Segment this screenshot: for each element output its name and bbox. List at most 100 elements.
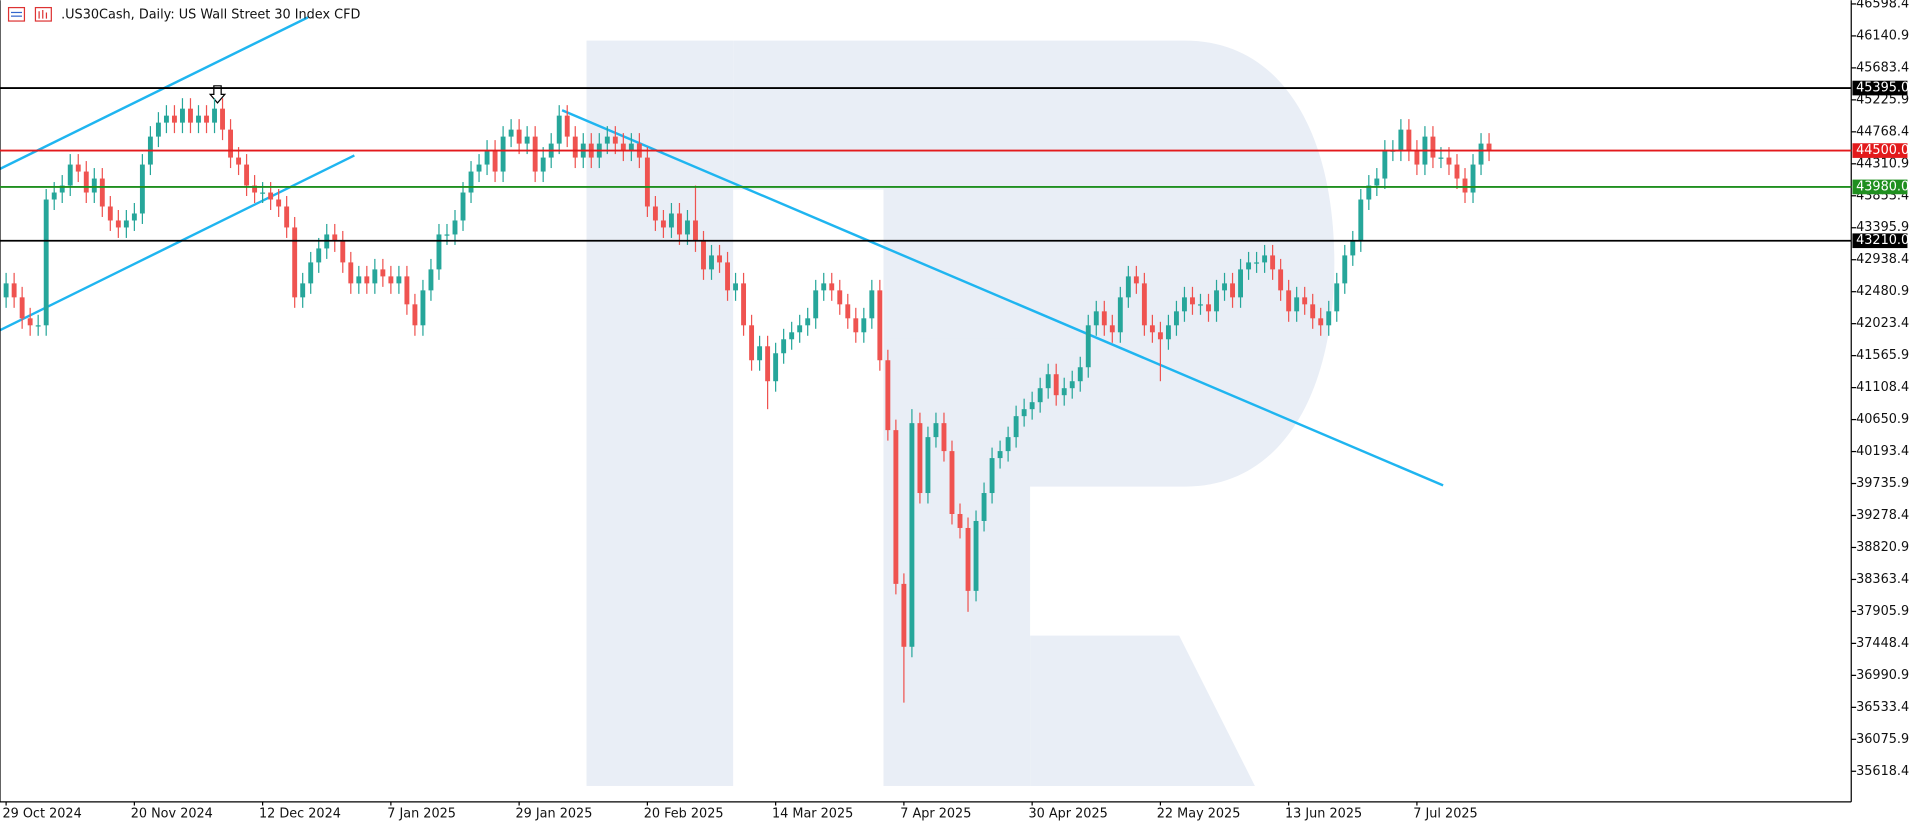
candle-body	[1149, 325, 1155, 333]
y-tick-label: 45225.9	[1856, 92, 1909, 107]
candle-body	[717, 255, 722, 263]
y-tick-label: 39278.4	[1856, 508, 1909, 523]
level-label-bg	[1852, 143, 1908, 158]
x-tick-label: 20 Nov 2024	[131, 807, 213, 822]
candle-body	[1021, 409, 1027, 417]
candle-body	[1093, 311, 1099, 326]
y-tick-label: 42480.9	[1856, 284, 1909, 299]
candle-body	[1117, 297, 1123, 333]
y-tick-label: 40193.4	[1856, 444, 1909, 459]
candle-body	[989, 458, 995, 494]
candle-body	[163, 115, 169, 123]
candle-body	[540, 157, 546, 172]
candle-body	[500, 136, 506, 172]
candle-body	[123, 220, 129, 228]
candle-body	[564, 115, 570, 137]
candle-body	[612, 136, 618, 144]
candle-body	[644, 157, 650, 207]
candle-body	[1414, 150, 1420, 165]
candle-body	[1358, 199, 1364, 242]
y-tick-label: 39735.9	[1856, 476, 1909, 491]
candle-body	[139, 164, 145, 214]
candle-body	[75, 164, 81, 172]
candle-body	[668, 213, 674, 228]
x-tick-label: 29 Oct 2024	[2, 807, 81, 822]
candle-body	[1125, 276, 1131, 298]
x-tick-label: 7 Jul 2025	[1413, 807, 1477, 822]
candle-body	[749, 325, 755, 361]
trend-line	[561, 109, 1444, 487]
candle-body	[813, 290, 819, 319]
candle-body	[1182, 297, 1187, 312]
x-tick-label: 20 Feb 2025	[644, 807, 724, 822]
candle-body	[725, 262, 730, 291]
candle-body	[789, 332, 795, 340]
candle-body	[252, 185, 258, 193]
y-tick-label: 42023.4	[1856, 316, 1909, 331]
chart-title: .US30Cash, Daily: US Wall Street 30 Inde…	[61, 7, 360, 22]
candle-body	[917, 423, 923, 494]
candle-body	[356, 276, 362, 284]
candle-body	[733, 283, 739, 291]
candle-body	[316, 248, 322, 263]
candle-body	[1454, 164, 1460, 179]
candle-body	[1438, 157, 1444, 159]
candle-body	[452, 220, 458, 235]
candle-body	[524, 136, 530, 144]
candle-body	[508, 129, 514, 137]
trend-line	[0, 16, 309, 170]
candle-body	[973, 520, 979, 591]
candle-body	[781, 339, 787, 354]
candle-body	[155, 122, 161, 137]
candle-body	[1430, 136, 1436, 158]
watermark	[586, 40, 1335, 786]
candle-body	[27, 318, 33, 326]
y-tick-label: 44310.9	[1856, 156, 1909, 171]
candle-body	[628, 143, 634, 151]
candle-body	[685, 220, 690, 235]
level-label-bg	[1852, 179, 1908, 195]
candle-body	[1069, 381, 1075, 389]
candle-body	[284, 206, 290, 228]
candle-body	[1238, 269, 1244, 298]
candle-body	[1278, 269, 1284, 291]
candle-body	[380, 269, 386, 277]
candle-body	[1246, 262, 1252, 270]
candle-body	[420, 290, 426, 326]
candle-body	[1262, 255, 1268, 263]
candle-body	[276, 199, 282, 207]
candle-body	[1141, 283, 1147, 326]
candle-body	[909, 423, 915, 647]
icon	[38, 10, 48, 19]
candle-body	[180, 108, 185, 123]
candle-body	[660, 220, 666, 228]
y-tick-label: 38820.9	[1856, 540, 1909, 555]
candle-body	[1254, 262, 1260, 264]
y-tick-label: 44768.4	[1856, 124, 1909, 139]
candle-body	[572, 136, 578, 158]
candle-body	[741, 283, 747, 326]
candle-body	[1029, 402, 1035, 410]
candle-body	[1013, 416, 1019, 438]
candle-body	[981, 493, 987, 521]
y-tick-label: 41565.9	[1856, 348, 1909, 363]
candle-body	[861, 318, 867, 333]
candle-body	[372, 269, 378, 284]
y-tick-label: 37448.4	[1856, 636, 1909, 651]
candle-body	[1326, 311, 1332, 326]
candle-body	[212, 108, 217, 123]
x-tick-label: 7 Apr 2025	[900, 807, 971, 822]
candle-body	[428, 269, 434, 291]
candle-body	[933, 423, 939, 438]
candle-body	[1053, 374, 1059, 396]
x-tick-label: 14 Mar 2025	[772, 807, 853, 822]
level-label-bg	[1852, 233, 1908, 249]
candle-body	[765, 346, 771, 382]
candle-body	[877, 290, 883, 361]
candle-body	[107, 206, 113, 221]
candle-body	[67, 164, 73, 186]
y-tick-label: 38363.4	[1856, 572, 1909, 587]
trend-line	[0, 154, 355, 332]
candle-body	[1157, 332, 1163, 340]
candle-body	[821, 283, 827, 291]
